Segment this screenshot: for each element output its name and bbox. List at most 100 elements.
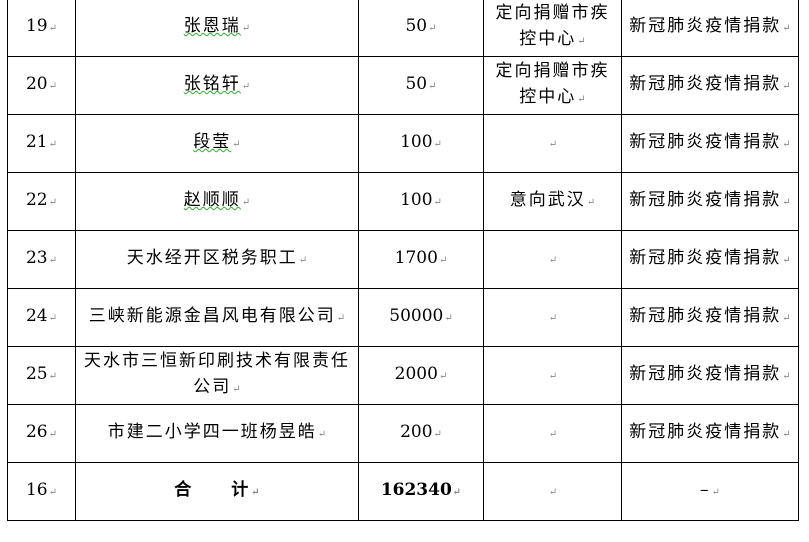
- amount-cell[interactable]: 100↵: [358, 114, 484, 173]
- purpose-cell-text: 新冠肺炎疫情捐款: [629, 190, 782, 210]
- amount-cell[interactable]: 50000↵: [358, 288, 484, 347]
- no-cell-text: 23: [25, 248, 48, 268]
- table-row: 21↵ 段莹↵ 100↵ ↵ 新冠肺炎疫情捐款↵: [7, 114, 799, 173]
- purpose-cell[interactable]: 新冠肺炎疫情捐款↵: [621, 114, 799, 173]
- total-no[interactable]: 16↵: [7, 462, 76, 521]
- purpose-cell-text: 新冠肺炎疫情捐款: [629, 306, 782, 326]
- name-cell-text: 三峡新能源金昌风电有限公司: [88, 306, 336, 326]
- paragraph-mark-icon: ↵: [428, 23, 437, 34]
- paragraph-mark-icon: ↵: [782, 139, 791, 150]
- paragraph-mark-icon: ↵: [232, 139, 241, 150]
- paragraph-mark-icon: ↵: [782, 371, 791, 382]
- paragraph-mark-icon: ↵: [336, 313, 346, 324]
- name-cell[interactable]: 张恩瑞↵: [75, 0, 359, 57]
- name-cell-text: 张恩瑞: [183, 16, 241, 36]
- paragraph-mark-icon: ↵: [438, 371, 448, 382]
- note-cell[interactable]: 定向捐赠市疾控中心↵: [483, 56, 622, 115]
- amount-cell-text: 50: [405, 16, 428, 36]
- donation-table: 19↵ 张恩瑞↵ 50↵ 定向捐赠市疾控中心↵ 新冠肺炎疫情捐款↵ 20↵ 张铭轩↵ 50↵ 定…: [7, 0, 799, 521]
- note-cell[interactable]: ↵: [483, 114, 622, 173]
- note-cell[interactable]: 定向捐赠市疾控中心↵: [483, 0, 622, 57]
- paragraph-mark-icon: ↵: [428, 81, 437, 92]
- paragraph-mark-icon: ↵: [48, 429, 58, 440]
- no-cell[interactable]: 19↵: [7, 0, 76, 57]
- purpose-cell[interactable]: 新冠肺炎疫情捐款↵: [621, 230, 799, 289]
- name-cell[interactable]: 天水经开区税务职工↵: [75, 230, 359, 289]
- paragraph-mark-icon: ↵: [548, 139, 558, 150]
- amount-cell[interactable]: 200↵: [358, 404, 484, 463]
- paragraph-mark-icon: ↵: [782, 81, 791, 92]
- name-cell[interactable]: 市建二小学四一班杨昱皓↵: [75, 404, 359, 463]
- total-no-text: 16: [25, 480, 48, 500]
- note-cell[interactable]: ↵: [483, 404, 622, 463]
- note-cell[interactable]: 意向武汉↵: [483, 172, 622, 231]
- paragraph-mark-icon: ↵: [438, 255, 448, 266]
- name-cell[interactable]: 张铭轩↵: [75, 56, 359, 115]
- paragraph-mark-icon: ↵: [232, 384, 241, 395]
- no-cell[interactable]: 26↵: [7, 404, 76, 463]
- name-cell-text: 天水经开区税务职工: [126, 248, 298, 268]
- total-label[interactable]: 合 计↵: [75, 462, 359, 521]
- purpose-cell[interactable]: 新冠肺炎疫情捐款↵: [621, 0, 799, 57]
- note-cell[interactable]: ↵: [483, 288, 622, 347]
- no-cell-text: 20: [25, 74, 48, 94]
- total-label-text: 合 计: [174, 480, 251, 500]
- amount-cell[interactable]: 100↵: [358, 172, 484, 231]
- no-cell[interactable]: 22↵: [7, 172, 76, 231]
- total-row: 16↵ 合 计↵ 162340↵ ↵ –↵: [7, 462, 799, 521]
- note-cell[interactable]: ↵: [483, 346, 622, 405]
- paragraph-mark-icon: ↵: [251, 487, 260, 498]
- purpose-cell[interactable]: 新冠肺炎疫情捐款↵: [621, 346, 799, 405]
- name-cell-text: 张铭轩: [183, 74, 241, 94]
- purpose-cell[interactable]: 新冠肺炎疫情捐款↵: [621, 172, 799, 231]
- paragraph-mark-icon: ↵: [577, 94, 586, 105]
- no-cell[interactable]: 21↵: [7, 114, 76, 173]
- purpose-cell-text: 新冠肺炎疫情捐款: [629, 74, 782, 94]
- amount-cell[interactable]: 50↵: [358, 0, 484, 57]
- paragraph-mark-icon: ↵: [48, 487, 58, 498]
- amount-cell-text: 100: [400, 190, 433, 210]
- no-cell[interactable]: 20↵: [7, 56, 76, 115]
- no-cell-text: 22: [25, 190, 48, 210]
- paragraph-mark-icon: ↵: [241, 197, 251, 208]
- amount-cell-text: 2000: [394, 364, 438, 384]
- amount-cell-text: 200: [400, 422, 433, 442]
- note-cell-text: 意向武汉: [509, 190, 586, 210]
- purpose-cell[interactable]: 新冠肺炎疫情捐款↵: [621, 288, 799, 347]
- paragraph-mark-icon: ↵: [48, 371, 58, 382]
- name-cell[interactable]: 段莹↵: [75, 114, 359, 173]
- amount-cell[interactable]: 50↵: [358, 56, 484, 115]
- total-purpose[interactable]: –↵: [621, 462, 799, 521]
- purpose-cell[interactable]: 新冠肺炎疫情捐款↵: [621, 56, 799, 115]
- name-cell[interactable]: 赵顺顺↵: [75, 172, 359, 231]
- name-cell-text: 天水市三恒新印刷技术有限责任公司: [84, 351, 350, 397]
- table-row: 23↵ 天水经开区税务职工↵ 1700↵ ↵ 新冠肺炎疫情捐款↵: [7, 230, 799, 289]
- paragraph-mark-icon: ↵: [433, 429, 442, 440]
- paragraph-mark-icon: ↵: [548, 371, 558, 382]
- paragraph-mark-icon: ↵: [48, 313, 58, 324]
- amount-cell[interactable]: 2000↵: [358, 346, 484, 405]
- paragraph-mark-icon: ↵: [48, 139, 58, 150]
- total-amount[interactable]: 162340↵: [358, 462, 484, 521]
- name-cell[interactable]: 天水市三恒新印刷技术有限责任公司↵: [75, 346, 359, 405]
- note-cell-text: 定向捐赠市疾控中心: [495, 3, 610, 49]
- paragraph-mark-icon: ↵: [548, 487, 558, 498]
- name-cell[interactable]: 三峡新能源金昌风电有限公司↵: [75, 288, 359, 347]
- table-row: 26↵ 市建二小学四一班杨昱皓↵ 200↵ ↵ 新冠肺炎疫情捐款↵: [7, 404, 799, 463]
- paragraph-mark-icon: ↵: [241, 81, 251, 92]
- paragraph-mark-icon: ↵: [433, 197, 442, 208]
- amount-cell-text: 50: [405, 74, 428, 94]
- name-cell-text: 市建二小学四一班杨昱皓: [107, 422, 317, 442]
- paragraph-mark-icon: ↵: [548, 313, 558, 324]
- no-cell[interactable]: 24↵: [7, 288, 76, 347]
- note-cell[interactable]: ↵: [483, 230, 622, 289]
- amount-cell[interactable]: 1700↵: [358, 230, 484, 289]
- total-note[interactable]: ↵: [483, 462, 622, 521]
- paragraph-mark-icon: ↵: [577, 36, 586, 47]
- purpose-cell-text: 新冠肺炎疫情捐款: [629, 132, 782, 152]
- no-cell[interactable]: 23↵: [7, 230, 76, 289]
- paragraph-mark-icon: ↵: [782, 429, 791, 440]
- total-purpose-text: –: [700, 480, 711, 500]
- purpose-cell[interactable]: 新冠肺炎疫情捐款↵: [621, 404, 799, 463]
- no-cell[interactable]: 25↵: [7, 346, 76, 405]
